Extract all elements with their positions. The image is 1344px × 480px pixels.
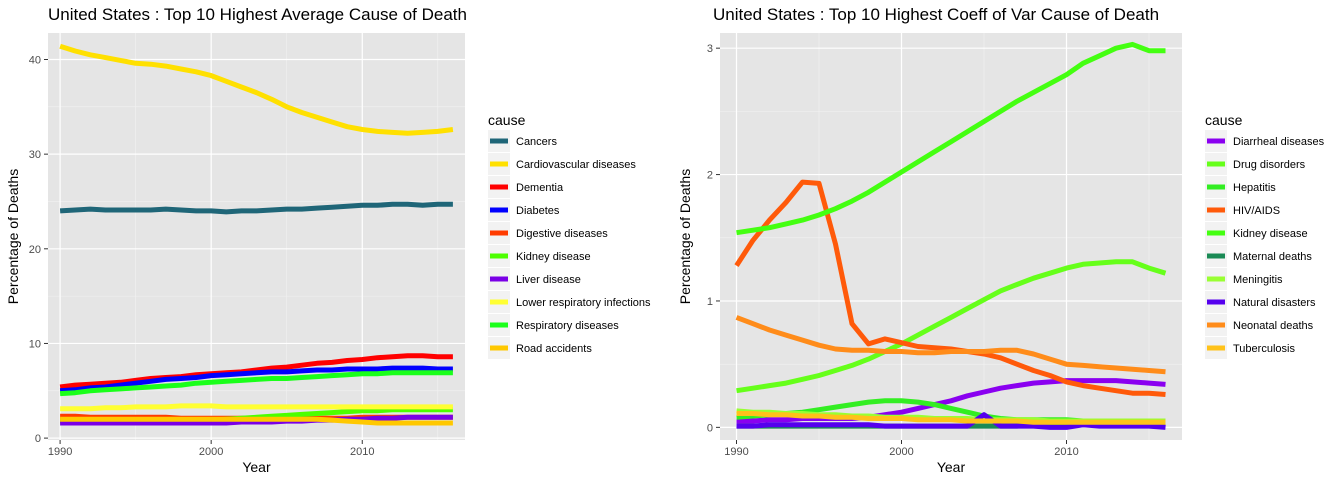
legend-item: Maternal deaths — [1205, 245, 1312, 267]
x-tick-label: 2010 — [350, 446, 374, 458]
legend-item: Drug disorders — [1205, 153, 1306, 175]
legend-label: Liver disease — [516, 274, 581, 286]
y-tick-label: 1 — [707, 296, 713, 308]
x-tick-label: 2010 — [1054, 446, 1078, 458]
legend-item: Hepatitis — [1205, 176, 1276, 198]
legend-item: Diabetes — [488, 199, 560, 221]
series-line-8 — [60, 403, 453, 412]
legend-item: Meningitis — [1205, 268, 1283, 290]
series-line-8 — [736, 412, 1166, 430]
chart-title: United States : Top 10 Highest Coeff of … — [713, 5, 1159, 24]
y-tick-label: 2 — [707, 170, 713, 182]
series-line-7 — [60, 414, 453, 426]
x-tick-label: 1990 — [724, 446, 748, 458]
legend-label: Dementia — [516, 182, 564, 194]
legend-label: Meningitis — [1233, 274, 1283, 286]
legend-item: Kidney disease — [1205, 222, 1308, 244]
legend-item: Dementia — [488, 176, 564, 198]
legend-item: Diarrheal diseases — [1205, 130, 1325, 152]
legend-label: Natural disasters — [1233, 297, 1316, 309]
legend-item: HIV/AIDS — [1205, 199, 1280, 221]
legend-title: cause — [488, 112, 526, 128]
series-line-9 — [735, 315, 1166, 375]
legend: cause Diarrheal diseases Drug disorders Hep… — [1205, 112, 1325, 359]
y-axis-title: Percentage of Deaths — [677, 169, 693, 304]
legend-label: Cardiovascular diseases — [516, 159, 636, 171]
legend-label: Maternal deaths — [1233, 251, 1312, 263]
legend-item: Digestive diseases — [488, 222, 608, 244]
legend-item: Tuberculosis — [1205, 337, 1295, 359]
legend-label: Cancers — [516, 136, 557, 148]
series-line-9 — [59, 370, 453, 397]
legend: cause Cancers Cardiovascular diseases Demen… — [488, 112, 651, 359]
legend-item: Lower respiratory infections — [488, 291, 651, 313]
left-chart-panel: United States : Top 10 Highest Average C… — [5, 5, 651, 475]
legend-label: Lower respiratory infections — [516, 297, 651, 309]
right-chart-panel: United States : Top 10 Highest Coeff of … — [677, 5, 1325, 475]
y-tick-label: 0 — [707, 422, 713, 434]
legend-item: Cancers — [488, 130, 557, 152]
legend-label: Road accidents — [516, 343, 592, 355]
series-line-3 — [59, 353, 453, 390]
legend-label: Diarrheal diseases — [1233, 136, 1325, 148]
legend-label: HIV/AIDS — [1233, 205, 1280, 217]
legend-label: Digestive diseases — [516, 228, 608, 240]
legend-item: Natural disasters — [1205, 291, 1316, 313]
legend-label: Kidney disease — [516, 251, 591, 263]
legend-label: Diabetes — [516, 205, 560, 217]
legend-item: Road accidents — [488, 337, 592, 359]
x-axis-title: Year — [937, 459, 966, 475]
legend-item: Liver disease — [488, 268, 581, 290]
y-tick-label: 10 — [29, 338, 41, 350]
y-tick-label: 30 — [29, 149, 41, 161]
series-line-10 — [60, 416, 453, 426]
series-line-2 — [59, 43, 454, 136]
series-line-10 — [736, 411, 1166, 425]
legend-label: Drug disorders — [1233, 159, 1306, 171]
series-line-5 — [736, 41, 1166, 236]
y-tick-label: 20 — [29, 244, 41, 256]
y-tick-label: 40 — [29, 55, 41, 67]
legend-label: Neonatal deaths — [1233, 320, 1314, 332]
legend-label: Respiratory diseases — [516, 320, 619, 332]
x-axis-title: Year — [242, 459, 271, 475]
series-line-4 — [59, 365, 453, 394]
legend-title: cause — [1205, 112, 1243, 128]
x-tick-label: 1990 — [48, 446, 72, 458]
legend-item: Kidney disease — [488, 245, 591, 267]
x-tick-label: 2000 — [199, 446, 223, 458]
legend-label: Tuberculosis — [1233, 343, 1295, 355]
legend-item: Neonatal deaths — [1205, 314, 1314, 336]
legend-label: Kidney disease — [1233, 228, 1308, 240]
x-tick-label: 2000 — [889, 446, 913, 458]
legend-item: Respiratory diseases — [488, 314, 619, 336]
legend-item: Cardiovascular diseases — [488, 153, 636, 175]
series-line-2 — [736, 259, 1167, 394]
series-line-1 — [59, 201, 453, 215]
chart-title: United States : Top 10 Highest Average C… — [48, 5, 467, 24]
y-axis-title: Percentage of Deaths — [5, 169, 21, 304]
y-tick-label: 3 — [707, 43, 713, 55]
legend-label: Hepatitis — [1233, 182, 1276, 194]
plot-background — [720, 33, 1182, 440]
y-tick-label: 0 — [35, 433, 41, 445]
